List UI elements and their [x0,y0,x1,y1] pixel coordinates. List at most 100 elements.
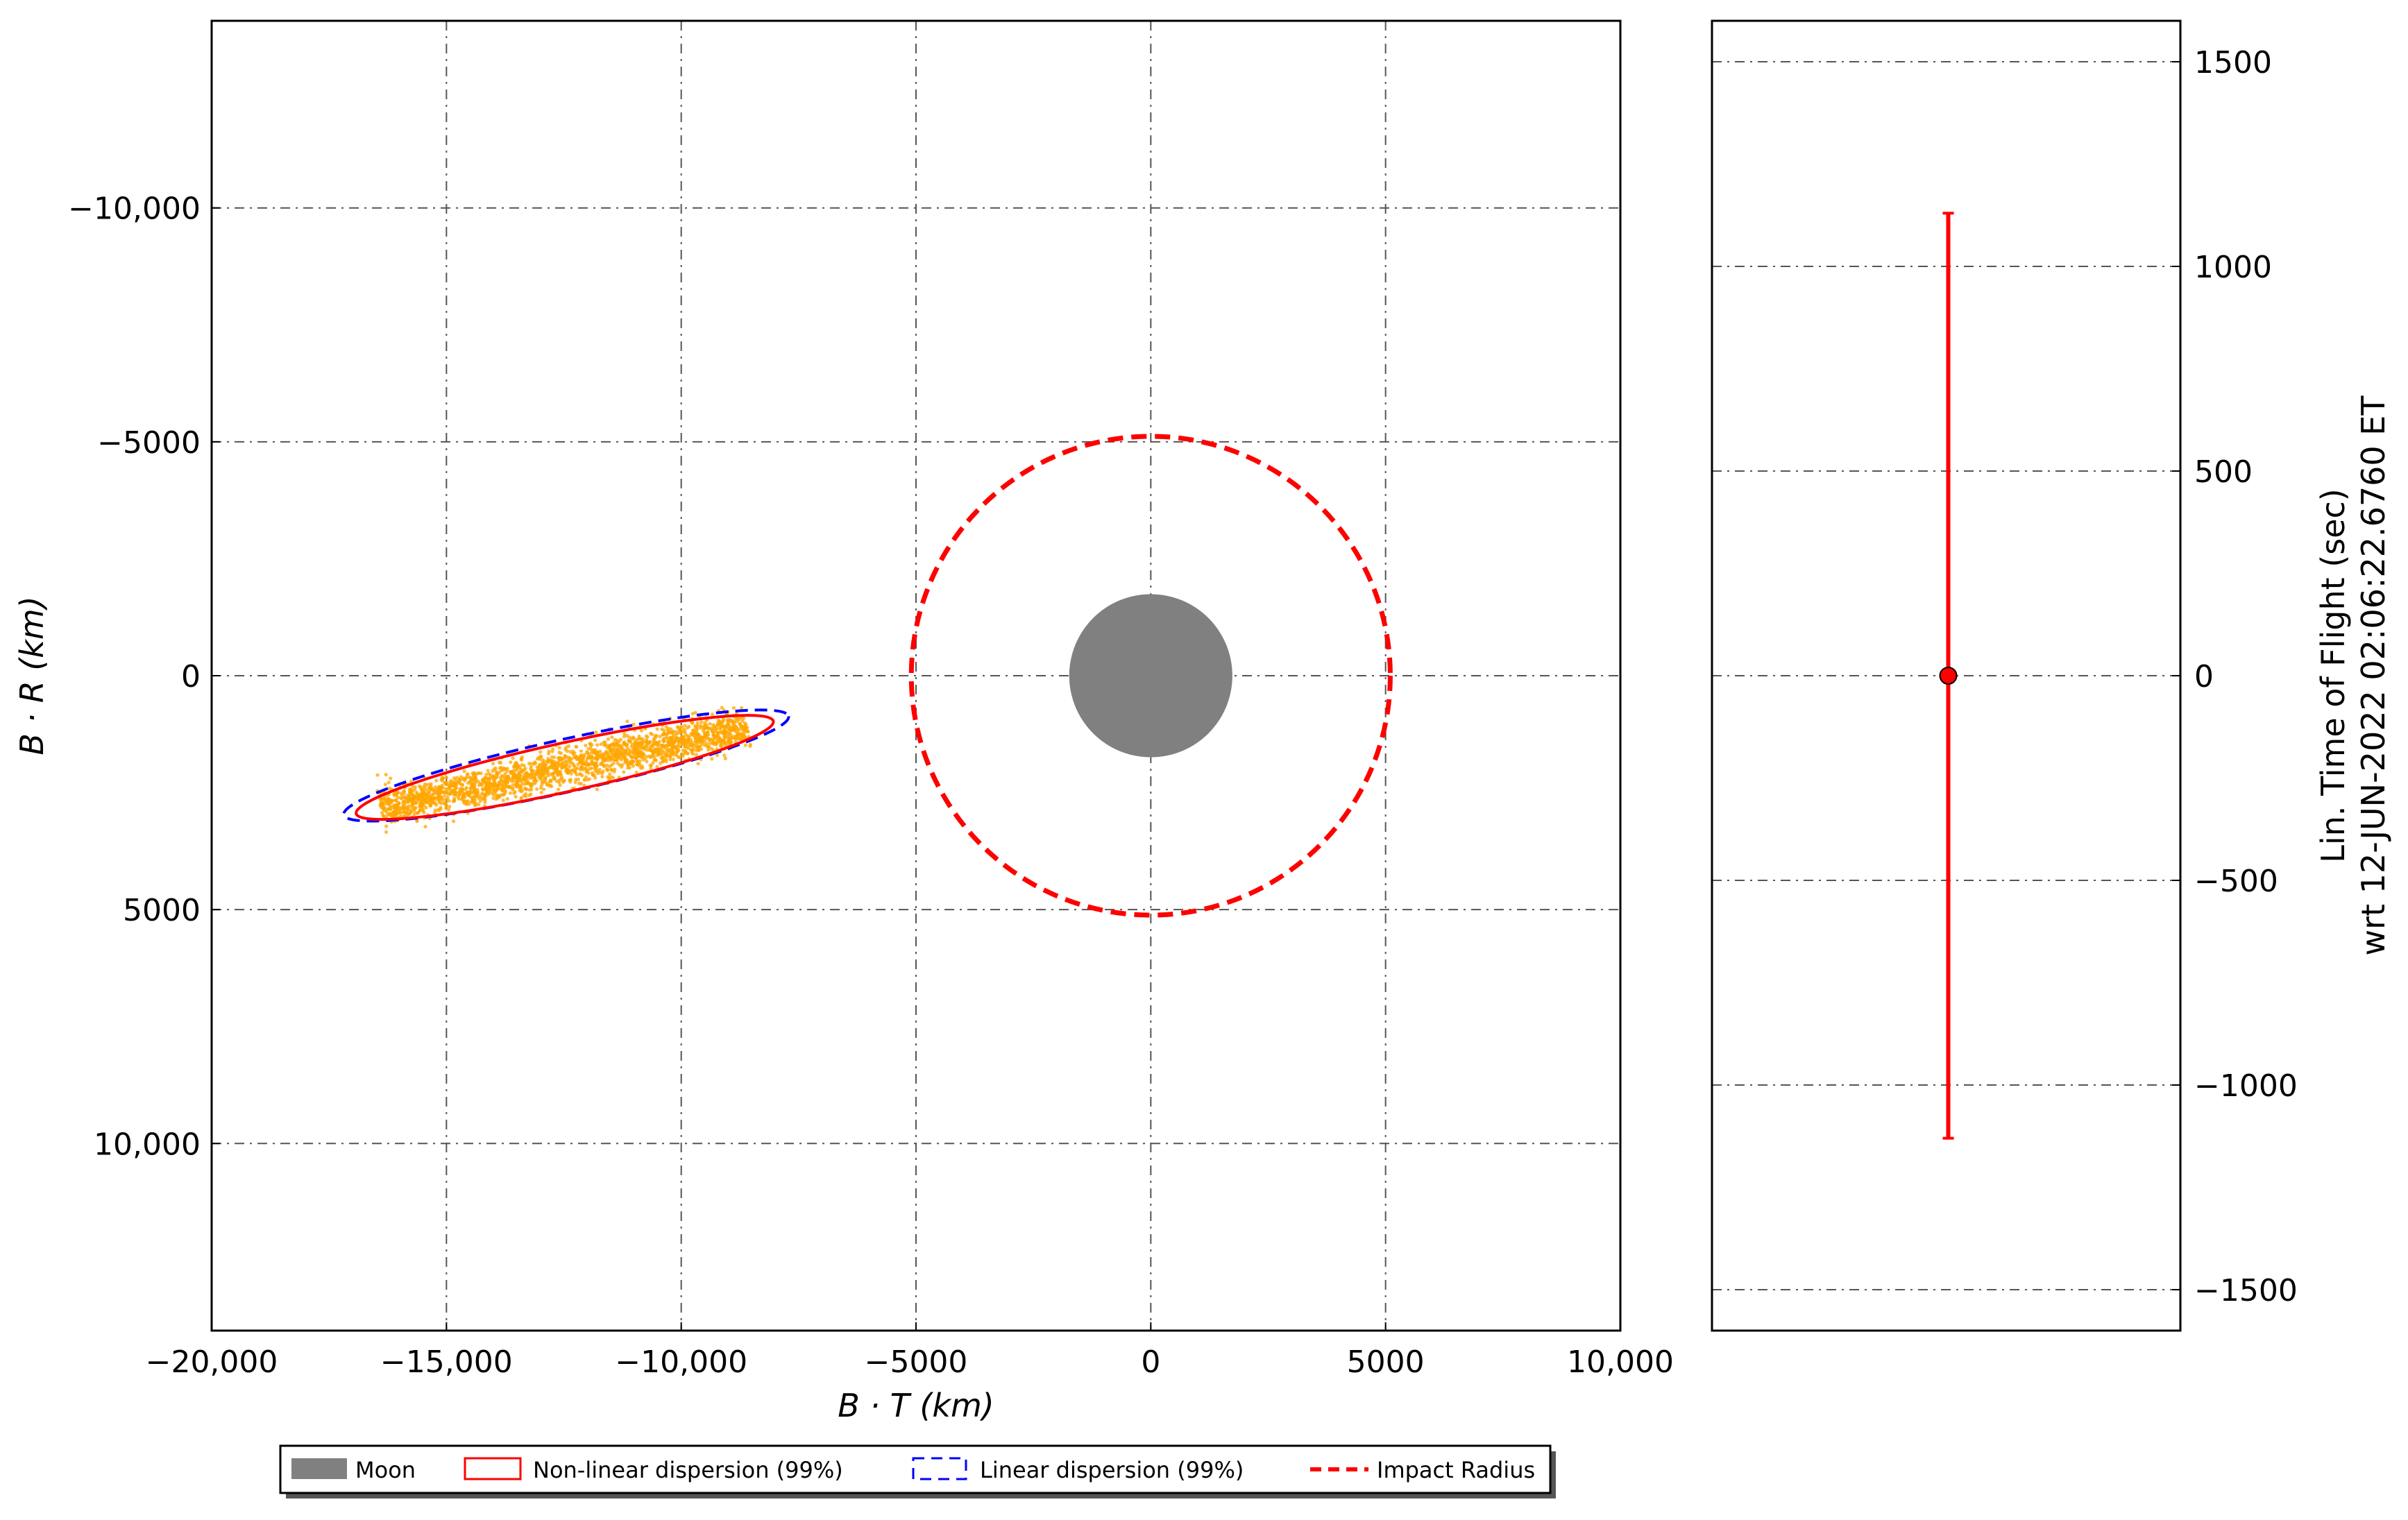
sample-point [596,771,600,776]
sample-point [446,796,450,800]
sample-point [658,735,662,739]
sample-point [696,762,700,766]
sample-point [491,788,495,792]
legend-nonlinear-label: Non-linear dispersion (99%) [533,1457,843,1483]
sample-point [460,783,464,787]
sample-point [601,759,605,763]
sample-point [620,763,625,767]
sample-point [489,783,494,787]
sample-point [661,751,665,755]
sample-point [404,811,408,815]
sample-point [655,727,659,731]
sample-point [573,770,577,774]
sample-point [407,796,412,800]
sample-point [472,777,477,781]
sample-point [520,758,524,762]
sample-point [513,762,518,766]
sample-point [692,743,696,747]
sample-point [535,757,540,761]
sample-point [395,791,399,795]
tof-tick-label: 500 [2194,454,2253,490]
sample-point [514,783,518,787]
sample-point [611,741,616,745]
sample-point [579,782,584,786]
sample-point [622,755,627,760]
x-tick-label: −15,000 [380,1344,513,1380]
sample-point [501,799,505,803]
sample-point [554,779,559,783]
sample-point [669,730,674,734]
sample-point [600,755,604,760]
y-axis-label: B · R (km) [13,596,51,755]
sample-point [457,780,461,784]
x-tick-label: −20,000 [146,1344,278,1380]
sample-point [634,755,638,760]
sample-point [594,731,598,735]
sample-point [444,806,448,810]
sample-point [541,780,545,785]
sample-point [423,786,427,790]
sample-point [586,746,591,751]
sample-point [513,769,517,773]
sample-point [737,737,741,741]
tof-tick-label: −1000 [2194,1068,2298,1104]
sample-point [403,801,407,805]
sample-point [389,776,393,780]
sample-point [427,785,432,790]
linear-dispersion-ellipse [342,708,790,823]
sample-point [536,769,541,773]
sample-point [684,733,688,737]
b-plane-panel: −20,000 −15,000 −10,000 −5000 0 5000 10,000 −1… [13,19,1674,1424]
sample-point [529,785,534,789]
sample-point [440,776,444,780]
sample-point [384,830,389,834]
sample-point [528,782,532,786]
sample-point [511,779,515,783]
sample-point [571,749,575,753]
sample-point [439,805,443,810]
sample-point [641,737,645,741]
y-tick-label: −5000 [97,425,201,461]
legend-linear-swatch [912,1457,967,1480]
sample-point [679,737,684,741]
sample-point [443,780,447,785]
sample-point [729,735,733,740]
sample-point [555,770,559,774]
sample-point [663,757,668,761]
sample-point [412,807,416,811]
sample-point [748,742,752,746]
sample-point [584,775,588,779]
sample-point [411,801,415,805]
sample-point [622,731,627,735]
sample-point [384,773,388,777]
impact-radius-circle [908,434,1393,918]
sample-point [608,772,612,776]
sample-point [631,755,635,760]
sample-point [582,753,587,757]
sample-point [425,796,430,800]
sample-point [720,742,724,747]
sample-point [446,808,451,812]
sample-point [387,780,391,785]
sample-point [487,776,492,780]
sample-point [534,772,539,776]
sample-point [671,745,675,749]
sample-point [568,769,573,773]
sample-point [729,718,733,722]
sample-point [620,753,625,757]
sample-point [694,753,699,757]
sample-point [430,793,434,797]
y-tick-label: 10,000 [94,1127,201,1162]
sample-point [375,773,380,777]
sample-point [568,760,573,765]
sample-point [685,737,689,742]
sample-point [634,770,638,775]
sample-point [672,753,676,757]
sample-point [434,791,439,795]
sample-point [609,749,613,753]
sample-point [523,782,527,786]
sample-point [543,768,548,772]
sample-point [668,742,672,747]
sample-point [739,706,744,710]
sample-point [447,799,451,803]
